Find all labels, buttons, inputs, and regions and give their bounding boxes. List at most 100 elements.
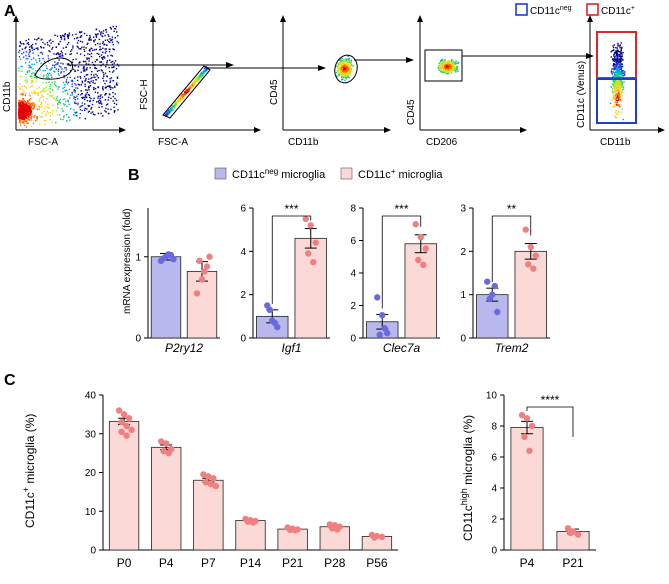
event-dot xyxy=(41,94,43,97)
event-dot xyxy=(23,43,25,45)
event-dot xyxy=(79,94,82,96)
event-dot xyxy=(448,66,451,69)
event-dot xyxy=(24,112,26,114)
event-dot xyxy=(113,106,115,108)
event-dot xyxy=(26,103,28,105)
event-dot xyxy=(106,103,109,105)
event-dot xyxy=(64,84,66,86)
event-dot xyxy=(37,37,39,40)
event-dot xyxy=(344,70,346,72)
event-dot xyxy=(73,89,75,91)
event-dot xyxy=(59,114,61,116)
event-dot xyxy=(25,62,27,64)
event-dot xyxy=(71,85,73,88)
event-dot xyxy=(109,38,111,40)
event-dot xyxy=(78,62,80,64)
event-dot xyxy=(612,97,615,99)
event-dot xyxy=(21,109,23,112)
event-dot xyxy=(48,77,50,79)
event-dot xyxy=(60,36,62,39)
event-dot xyxy=(63,71,65,73)
event-dot xyxy=(64,67,66,69)
data-point xyxy=(202,478,210,486)
event-dot xyxy=(441,58,443,61)
event-dot xyxy=(77,93,79,95)
event-dot xyxy=(111,38,113,41)
event-dot xyxy=(619,65,621,68)
event-dot xyxy=(614,88,617,91)
x-label-4: CD206 xyxy=(426,137,458,148)
event-dot xyxy=(72,45,74,47)
gate-2 xyxy=(162,65,211,119)
event-dot xyxy=(54,66,56,68)
event-dot xyxy=(454,69,456,71)
event-dot xyxy=(447,60,450,63)
event-dot xyxy=(30,45,33,47)
data-point xyxy=(201,268,208,275)
event-dot xyxy=(93,40,95,42)
event-dot xyxy=(40,62,42,65)
event-dot xyxy=(620,70,623,72)
event-dot xyxy=(27,101,29,104)
event-dot xyxy=(114,93,116,95)
event-dot xyxy=(111,71,114,73)
event-dot xyxy=(84,69,86,71)
event-dot xyxy=(347,76,349,78)
event-dot xyxy=(24,79,27,81)
event-dot xyxy=(117,35,119,37)
event-dot xyxy=(29,104,31,106)
event-dot xyxy=(48,69,51,71)
event-dot xyxy=(614,115,617,118)
event-dot xyxy=(112,92,114,94)
event-dot xyxy=(94,44,97,46)
event-dot xyxy=(614,105,616,107)
event-dot xyxy=(616,93,618,95)
event-dot xyxy=(617,99,619,102)
event-dot xyxy=(346,72,349,75)
event-dot xyxy=(340,67,343,70)
event-dot xyxy=(182,95,185,97)
significance-bracket xyxy=(526,406,574,437)
event-dot xyxy=(612,71,614,73)
event-dot xyxy=(619,53,621,55)
event-dot xyxy=(342,72,344,74)
legend-neg-label: CD11cneg xyxy=(530,5,572,17)
event-dot xyxy=(618,67,620,70)
event-dot xyxy=(66,76,69,79)
event-dot xyxy=(455,68,457,70)
event-dot xyxy=(619,87,621,89)
event-dot xyxy=(455,69,457,71)
event-dot xyxy=(88,39,90,41)
event-dot xyxy=(116,84,118,86)
event-dot xyxy=(45,114,47,116)
event-dot xyxy=(81,41,84,43)
event-dot xyxy=(197,78,199,81)
event-dot xyxy=(25,54,27,57)
event-dot xyxy=(621,71,623,74)
event-dot xyxy=(347,63,350,66)
bar xyxy=(151,446,182,551)
event-dot xyxy=(45,89,48,92)
event-dot xyxy=(620,80,622,82)
event-dot xyxy=(52,94,54,96)
event-dot xyxy=(85,63,88,65)
event-dot xyxy=(43,120,46,122)
event-dot xyxy=(100,33,102,36)
event-dot xyxy=(452,70,455,72)
event-dot xyxy=(618,55,621,57)
event-dot xyxy=(47,44,49,46)
event-dot xyxy=(622,51,624,54)
event-dot xyxy=(66,105,68,107)
event-dot xyxy=(26,42,28,45)
event-dot xyxy=(195,81,197,83)
event-dot xyxy=(343,75,345,78)
event-dot xyxy=(78,48,80,50)
event-dot xyxy=(176,101,178,103)
event-dot xyxy=(190,86,193,88)
y-tick-label: 3 xyxy=(460,204,466,215)
event-dot xyxy=(31,47,33,49)
event-dot xyxy=(106,75,108,77)
y-tick-label: 0 xyxy=(135,334,141,345)
event-dot xyxy=(49,111,52,114)
event-dot xyxy=(450,72,453,74)
